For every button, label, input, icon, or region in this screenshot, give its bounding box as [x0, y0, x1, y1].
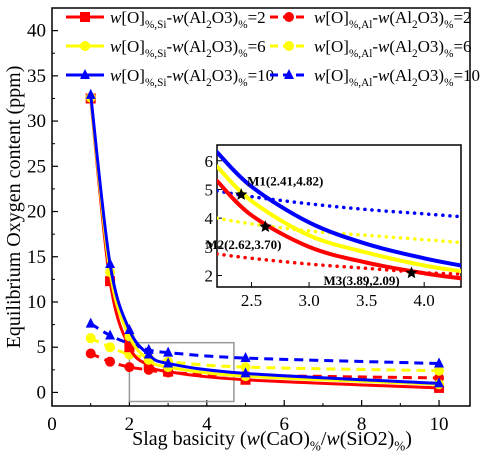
inset-y-tick-label-2: 4: [205, 209, 214, 228]
series-5-point-4: [163, 346, 174, 357]
y-tick-label-6: 30: [27, 111, 46, 132]
y-tick-label-0: 0: [37, 382, 47, 403]
inset-series-group: [217, 150, 461, 281]
series-4-point-1: [105, 342, 116, 353]
y-tick-label-5: 25: [27, 156, 46, 177]
inset-series-line-0: [217, 178, 461, 281]
y-axis-label: Equilibrium Oxygen content (ppm): [3, 66, 25, 349]
legend-marker-0: [80, 12, 90, 22]
series-line-5: [89, 322, 440, 365]
inset-x-tick-label-2: 3.5: [356, 291, 377, 310]
series-0-point-3: [143, 360, 154, 371]
series-5-point-1: [105, 329, 116, 340]
y-tick-label-3: 15: [27, 247, 46, 268]
legend-marker-1: [80, 41, 90, 51]
series-4-point-0: [85, 333, 96, 344]
inset-y-tick-label-0: 2: [205, 267, 214, 286]
inset-marker-star-2: [405, 266, 418, 279]
inset-series-line-5: [217, 189, 461, 219]
inset-marker-star-0: [235, 188, 248, 200]
x-tick-label-0: 0: [47, 414, 57, 435]
legend-label-2: w[O]%,Si-w(Al2O3)%=10: [110, 66, 274, 89]
plot-frame: [51, 7, 471, 407]
series-0-point-2: [124, 342, 135, 353]
series-2-point-5: [240, 367, 251, 378]
inset-x-tick-label-1: 3.0: [298, 291, 319, 310]
series-2-point-0: [85, 88, 96, 99]
x-tick-label-5: 10: [430, 414, 449, 435]
y-tick-label-1: 5: [37, 337, 47, 358]
inset-marker-star-1: [259, 220, 272, 232]
inset-x-tick-label-0: 2.5: [241, 291, 262, 310]
y-tick-label-2: 10: [27, 292, 46, 313]
y-tick-label-4: 20: [27, 202, 46, 223]
inset-y-tick-label-1: 3: [205, 238, 214, 257]
series-2-point-2: [124, 324, 135, 335]
inset-y-tick-label-4: 6: [205, 152, 214, 171]
series-0-point-1: [105, 276, 116, 287]
legend-label-3: w[O]%,Al-w(Al2O3)%=2: [314, 8, 472, 31]
series-3-point-2: [124, 362, 135, 373]
series-3-point-0: [85, 348, 96, 359]
y-tick-label-7: 35: [27, 66, 46, 87]
series-3-point-1: [105, 356, 116, 367]
series-4-point-6: [434, 365, 445, 376]
inset-annotation-2: M3(3.89,2.09): [324, 273, 400, 288]
inset-annotation-1: M2(2.62,3.70): [205, 237, 281, 252]
series-5-point-5: [240, 352, 251, 363]
legend-marker-5: [284, 69, 294, 79]
x-tick-label-2: 4: [202, 414, 212, 435]
x-tick-label-4: 8: [357, 414, 367, 435]
legend-label-5: w[O]%,Al-w(Al2O3)%=10: [314, 66, 480, 89]
y-tick-label-8: 40: [27, 21, 46, 42]
series-4-point-5: [240, 362, 251, 373]
inset-series-line-2: [217, 150, 461, 268]
x-tick-label-3: 6: [279, 414, 289, 435]
legend-marker-2: [80, 69, 90, 79]
legend-label-4: w[O]%,Al-w(Al2O3)%=6: [314, 37, 472, 60]
series-5-point-6: [434, 357, 445, 368]
x-tick-label-1: 2: [125, 414, 135, 435]
inset-annotation-0: M1(2.41,4.82): [247, 174, 323, 189]
series-2-point-6: [434, 377, 445, 388]
series-2-point-3: [143, 348, 154, 359]
series-2-point-1: [105, 257, 116, 268]
legend-marker-3: [284, 12, 294, 22]
inset-y-tick-label-3: 5: [205, 180, 214, 199]
legend-label-1: w[O]%,Si-w(Al2O3)%=6: [110, 37, 266, 60]
series-5-point-0: [85, 317, 96, 328]
inset-x-tick-label-3: 4.0: [414, 291, 435, 310]
legend-marker-4: [284, 41, 294, 51]
series-2-point-4: [163, 357, 174, 368]
x-axis-label: Slag basicity (w(CaO)%/w(SiO2)%): [132, 428, 412, 454]
legend-label-0: w[O]%,Si-w(Al2O3)%=2: [110, 8, 266, 31]
inset-series-line-1: [217, 164, 461, 274]
